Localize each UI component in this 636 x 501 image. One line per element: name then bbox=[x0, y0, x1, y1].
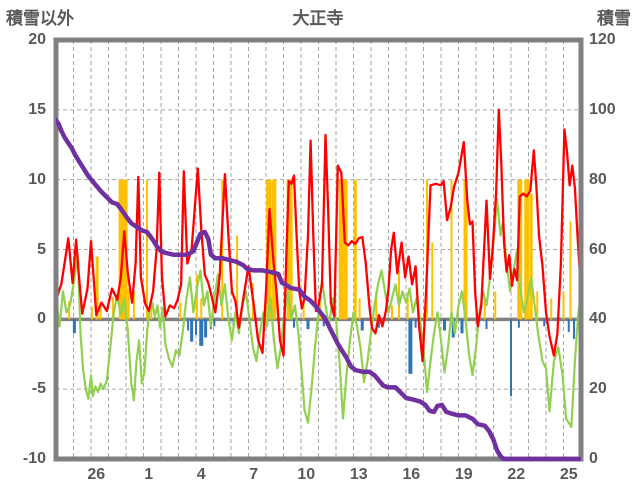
left-axis-tick-label: 10 bbox=[28, 170, 46, 188]
x-axis-tick-label: 10 bbox=[297, 466, 316, 483]
orange-bars-bar bbox=[127, 288, 130, 320]
orange-bars-bar bbox=[179, 302, 182, 320]
orange-bars-bar bbox=[99, 302, 102, 320]
blue-bars-bar bbox=[517, 319, 520, 328]
blue-bars-bar bbox=[408, 319, 413, 374]
orange-bars-bar bbox=[146, 179, 148, 320]
blue-bars-bar bbox=[72, 319, 76, 334]
orange-bars-bar bbox=[221, 179, 224, 320]
x-axis-tick-label: 25 bbox=[559, 466, 578, 483]
red-line bbox=[56, 108, 581, 363]
orange-bars-bar bbox=[343, 179, 348, 320]
blue-bars-bar bbox=[443, 319, 446, 331]
blue-bars-bar bbox=[187, 319, 190, 331]
right-axis-title: 積雪 bbox=[597, 9, 631, 28]
blue-bars-bar bbox=[573, 319, 575, 339]
orange-bars-bar bbox=[353, 179, 357, 320]
plot-frame bbox=[53, 37, 584, 462]
orange-bars-bar bbox=[391, 305, 393, 320]
right-axis-tick-label: 0 bbox=[589, 450, 598, 467]
orange-bars-bar bbox=[111, 296, 114, 320]
left-axis-tick-label: 15 bbox=[28, 100, 46, 118]
blue-bars-bar bbox=[293, 319, 295, 328]
blue-bars-bar bbox=[543, 319, 546, 327]
orange-bars-bar bbox=[517, 179, 523, 320]
orange-bars-bar bbox=[338, 179, 344, 320]
x-axis-tick-label: 7 bbox=[249, 466, 259, 483]
orange-bars-bar bbox=[375, 291, 378, 320]
blue-bars-bar bbox=[414, 319, 417, 328]
snow-depth-line bbox=[56, 118, 581, 462]
chart-title: 大正寺 bbox=[292, 9, 344, 28]
left-axis-tick-label: 0 bbox=[37, 310, 46, 328]
green-line bbox=[56, 198, 581, 428]
x-axis-tick-label: 1 bbox=[144, 466, 154, 483]
orange-bars-bar bbox=[398, 270, 400, 320]
left-axis-tick-label: 5 bbox=[37, 240, 46, 258]
blue-bars-bar bbox=[510, 319, 512, 397]
blue-bars-bar bbox=[377, 319, 380, 328]
orange-bars-bar bbox=[524, 179, 530, 320]
blue-bars-bar bbox=[322, 319, 325, 327]
orange-bars-bar bbox=[118, 179, 125, 320]
right-axis-tick-label: 120 bbox=[589, 31, 616, 48]
x-axis-tick-label: 26 bbox=[87, 466, 106, 483]
orange-bars-bar bbox=[562, 291, 565, 320]
blue-bars-bar bbox=[485, 319, 488, 330]
x-axis-tick-label: 22 bbox=[507, 466, 526, 483]
left-axis-tick-label: -5 bbox=[31, 380, 46, 398]
series-group bbox=[56, 108, 581, 428]
orange-bars-bar bbox=[90, 306, 93, 320]
orange-bars-bar bbox=[286, 179, 293, 320]
snow-depth-group bbox=[56, 118, 581, 462]
blue-bars-bar bbox=[190, 319, 194, 342]
orange-bars-bar bbox=[236, 235, 239, 320]
orange-bars-bar bbox=[483, 298, 486, 320]
orange-bars-bar bbox=[569, 221, 572, 320]
orange-bars-bar bbox=[536, 291, 539, 320]
orange-bars-bar bbox=[150, 303, 153, 320]
right-axis-tick-label: 100 bbox=[589, 100, 616, 118]
blue-bars-bar bbox=[204, 319, 208, 338]
blue-bars-bar bbox=[460, 319, 464, 334]
orange-bars-bar bbox=[132, 291, 135, 320]
blue-bars-bar bbox=[360, 319, 364, 331]
right-axis-tick-label: 40 bbox=[589, 310, 607, 328]
right-axis-tick-label: 20 bbox=[589, 380, 607, 398]
x-axis-tick-label: 4 bbox=[196, 466, 206, 483]
x-axis-tick-label: 19 bbox=[454, 466, 473, 483]
orange-bars-bar bbox=[302, 298, 305, 320]
orange-bars-bar bbox=[68, 301, 71, 320]
left-axis-tick-label: 20 bbox=[28, 31, 46, 48]
left-axis-title: 積雪以外 bbox=[6, 9, 74, 28]
orange-bars-bar bbox=[431, 242, 434, 320]
orange-bars-bar bbox=[550, 298, 553, 320]
orange-bars-bar bbox=[494, 291, 497, 320]
left-axis-tick-label: -10 bbox=[22, 450, 46, 467]
orange-bars-bar bbox=[358, 298, 361, 320]
orange-bars-bar bbox=[95, 256, 99, 320]
orange-bars-bar bbox=[406, 298, 409, 320]
x-axis-tick-label: 16 bbox=[402, 466, 421, 483]
orange-bars-bar bbox=[195, 274, 198, 320]
orange-bars-bar bbox=[463, 179, 468, 320]
blue-bars-bar bbox=[567, 319, 570, 332]
orange-bars-bar bbox=[450, 179, 453, 320]
x-axis-tick-label: 13 bbox=[349, 466, 368, 483]
right-axis-tick-label: 80 bbox=[589, 170, 607, 188]
blue-bars-bar bbox=[213, 319, 216, 327]
blue-bars-bar bbox=[195, 319, 197, 335]
blue-bars-bar bbox=[306, 319, 310, 330]
orange-bars-bar bbox=[529, 193, 533, 320]
orange-bars-bar bbox=[271, 179, 277, 320]
blue-bars-bar bbox=[199, 319, 204, 346]
right-axis-tick-label: 60 bbox=[589, 240, 607, 258]
orange-bars-bar bbox=[200, 298, 203, 320]
